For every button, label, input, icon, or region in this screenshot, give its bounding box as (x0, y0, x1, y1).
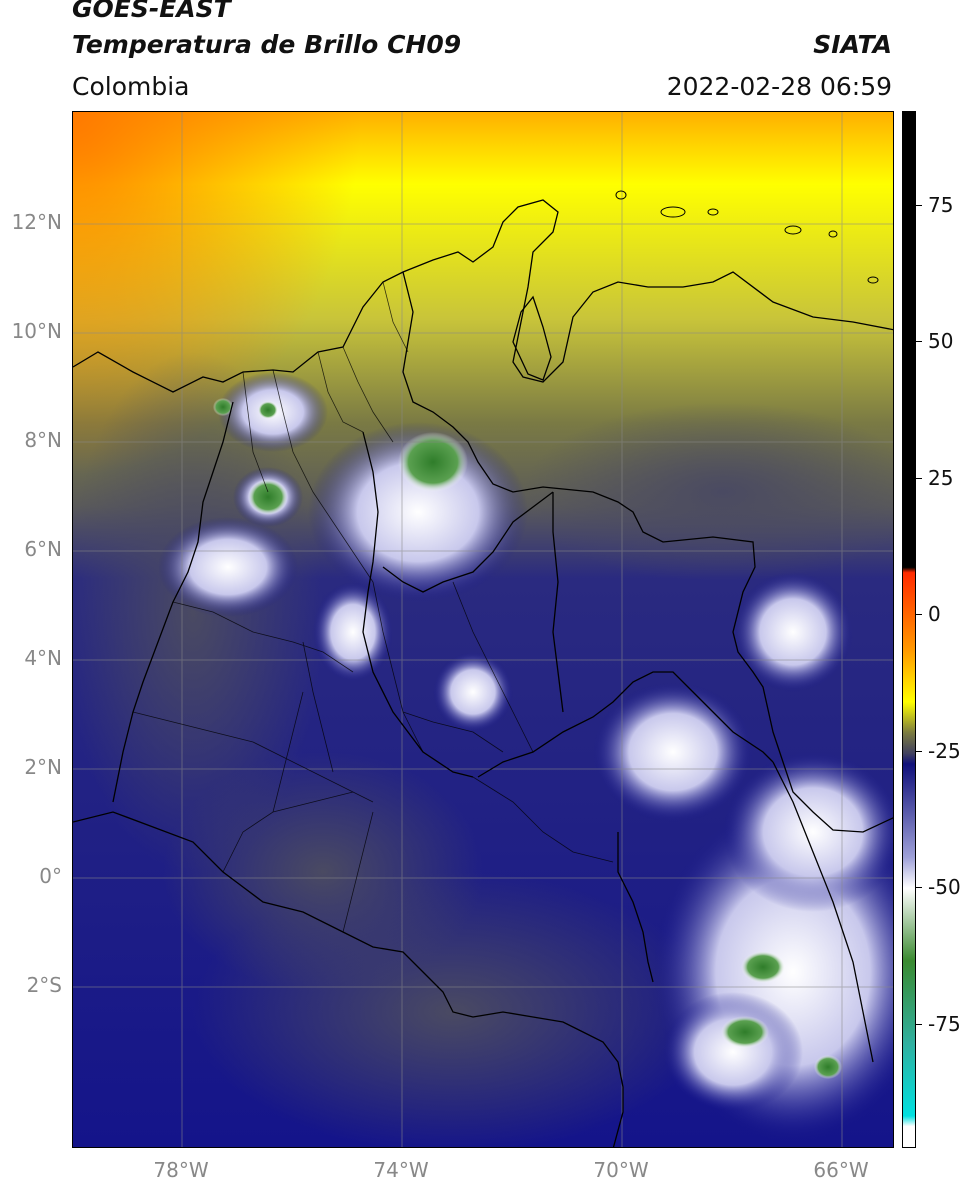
colorbar-label: -50 (928, 875, 961, 899)
lat-label: 8°N (24, 428, 62, 452)
datetime-label: 2022-02-28 06:59 (666, 72, 892, 101)
lat-label: 2°S (26, 973, 62, 997)
product-title: Temperatura de Brillo CH09 (72, 30, 462, 59)
lat-label: 10°N (11, 319, 62, 343)
map-canvas (73, 112, 893, 1147)
lon-label: 78°W (153, 1158, 209, 1182)
colorbar-label: 75 (928, 193, 954, 217)
colorbar-tick (916, 478, 922, 479)
colorbar-tick (916, 205, 922, 206)
colorbar-label: -75 (928, 1012, 961, 1036)
colorbar-label: -25 (928, 739, 961, 763)
colorbar-label: 25 (928, 466, 954, 490)
colorbar-tick (916, 887, 922, 888)
colorbar-label: 50 (928, 329, 954, 353)
region-label: Colombia (72, 72, 190, 101)
satellite-map (72, 111, 894, 1148)
colorbar-label: 0 (928, 602, 941, 626)
source-label: SIATA (813, 30, 892, 59)
colorbar-tick (916, 614, 922, 615)
lat-label: 4°N (24, 646, 62, 670)
lat-label: 2°N (24, 755, 62, 779)
colorbar (902, 111, 916, 1148)
lon-label: 66°W (813, 1158, 869, 1182)
colorbar-tick (916, 341, 922, 342)
colorbar-tick (916, 1024, 922, 1025)
colorbar-tick (916, 751, 922, 752)
lon-label: 74°W (373, 1158, 429, 1182)
lat-label: 0° (39, 864, 62, 888)
lat-label: 12°N (11, 210, 62, 234)
lat-label: 6°N (24, 537, 62, 561)
satellite-title: GOES-EAST (72, 0, 231, 23)
lon-label: 70°W (593, 1158, 649, 1182)
